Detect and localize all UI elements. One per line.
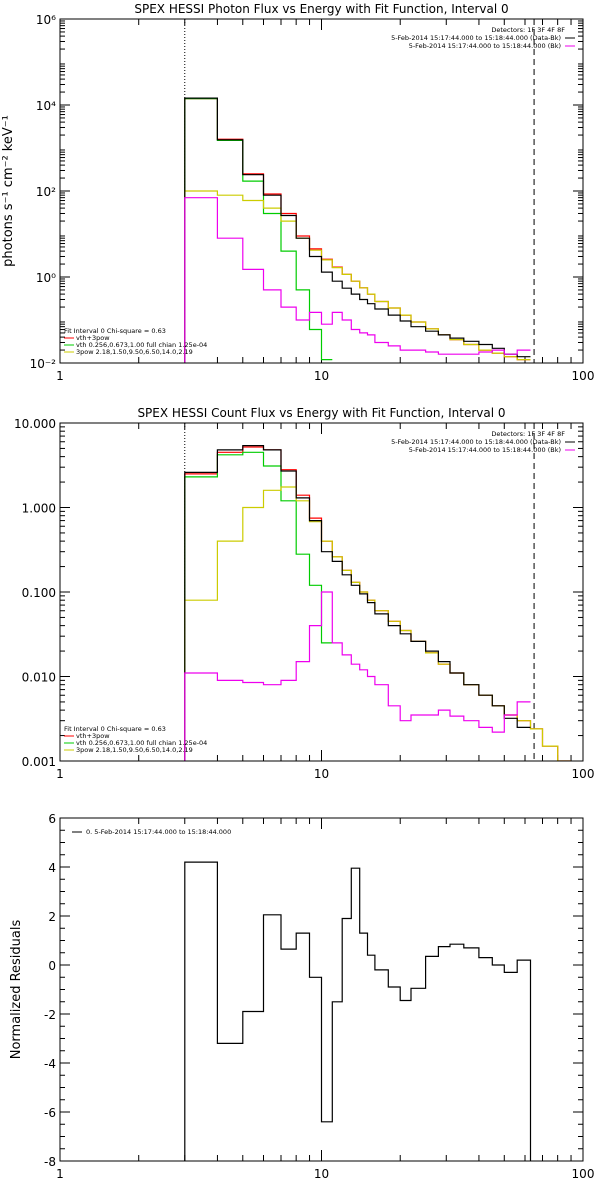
y-tick-label: 2 [48, 910, 56, 924]
legend-left-text: 0. 5-Feb-2014 15:17:44.000 to 15:18:44.0… [86, 828, 231, 836]
x-tick-label: 1 [56, 767, 64, 781]
x-tick-label: 10 [314, 1167, 329, 1181]
y-tick-label: 10² [36, 185, 56, 199]
x-tick-label: 100 [572, 369, 595, 383]
series-line-0 [184, 98, 531, 363]
plot-frame [59, 422, 584, 762]
x-tick-label: 1 [56, 1167, 64, 1181]
x-tick-label: 10 [314, 767, 329, 781]
series-line-1 [184, 98, 333, 363]
x-tick-label: 100 [572, 767, 595, 781]
plot-frame [59, 817, 584, 1162]
series-line-3 [184, 97, 531, 363]
x-tick-label: 1 [56, 369, 64, 383]
y-tick-label: 10⁻² [30, 357, 57, 371]
series-line-0 [184, 861, 532, 1161]
legend-right-text: 5-Feb-2014 15:17:44.000 to 15:18:44.000 … [409, 446, 561, 454]
legend-left-text: 3pow 2.18,1.50,9.50,6.50,14.0,2.19 [76, 348, 193, 356]
y-tick-label: 0.010 [22, 671, 56, 685]
series-line-3 [184, 445, 531, 761]
chart-panel-2: Normalized Residuals 1 10 100 -8 -6 -4 -2 0 2 4 6 0.… [9, 812, 594, 1181]
legend-left-text: vth+3pow [76, 732, 110, 740]
y-tick-label: 0 [48, 959, 56, 973]
legend-left-text: 3pow 2.18,1.50,9.50,6.50,14.0,2.19 [76, 746, 193, 754]
chart-title: SPEX HESSI Count Flux vs Energy with Fit… [137, 406, 505, 420]
y-tick-label: -4 [44, 1057, 56, 1071]
y-axis-label: photons s⁻¹ cm⁻² keV⁻¹ [1, 115, 16, 267]
y-tick-label: 10⁶ [36, 13, 56, 27]
legend-left-text: Fit Interval 0 Chi-square = 0.63 [64, 327, 166, 335]
y-tick-label: 10⁰ [36, 271, 56, 285]
series-line-2 [184, 486, 571, 761]
series-line-2 [184, 190, 531, 363]
legend-left-text: vth 0.256,0.673,1.00 full chian 1.25e-04 [76, 739, 207, 747]
legend-right-text: 5-Feb-2014 15:17:44.000 to 15:18:44.000 … [409, 42, 561, 50]
series-line-4 [184, 591, 531, 761]
chart-title: SPEX HESSI Photon Flux vs Energy with Fi… [134, 2, 508, 16]
series-line-4 [184, 197, 531, 363]
series-line-1 [184, 451, 333, 761]
legend-right-text: Detectors: 1F 3F 4F 8F [491, 430, 565, 438]
x-tick-label: 100 [572, 1167, 595, 1181]
legend-right-text: Detectors: 1F 3F 4F 8F [491, 26, 565, 34]
x-tick-label: 10 [314, 369, 329, 383]
y-tick-label: 0.001 [22, 755, 56, 769]
y-tick-label: 0.100 [22, 586, 56, 600]
chart-panel-0: SPEX HESSI Photon Flux vs Energy with Fi… [1, 2, 594, 383]
y-axis-label: Normalized Residuals [9, 920, 24, 1060]
y-tick-label: -6 [44, 1106, 56, 1120]
legend-left-text: vth+3pow [76, 334, 110, 342]
legend-left-text: Fit Interval 0 Chi-square = 0.63 [64, 725, 166, 733]
chart-panel-1: SPEX HESSI Count Flux vs Energy with Fit… [14, 406, 594, 781]
legend-right-text: 5-Feb-2014 15:17:44.000 to 15:18:44.000 … [391, 34, 561, 42]
y-tick-label: 6 [48, 812, 56, 826]
y-tick-label: -8 [44, 1155, 56, 1169]
y-tick-label: -2 [44, 1008, 56, 1022]
y-tick-label: 4 [48, 861, 56, 875]
y-tick-label: 10⁴ [36, 99, 56, 113]
legend-left-text: vth 0.256,0.673,1.00 full chian 1.25e-04 [76, 341, 207, 349]
legend-right-text: 5-Feb-2014 15:17:44.000 to 15:18:44.000 … [391, 438, 561, 446]
y-tick-label: 1.000 [22, 502, 56, 516]
plot-frame [59, 18, 584, 364]
y-tick-label: 10.000 [14, 417, 56, 431]
